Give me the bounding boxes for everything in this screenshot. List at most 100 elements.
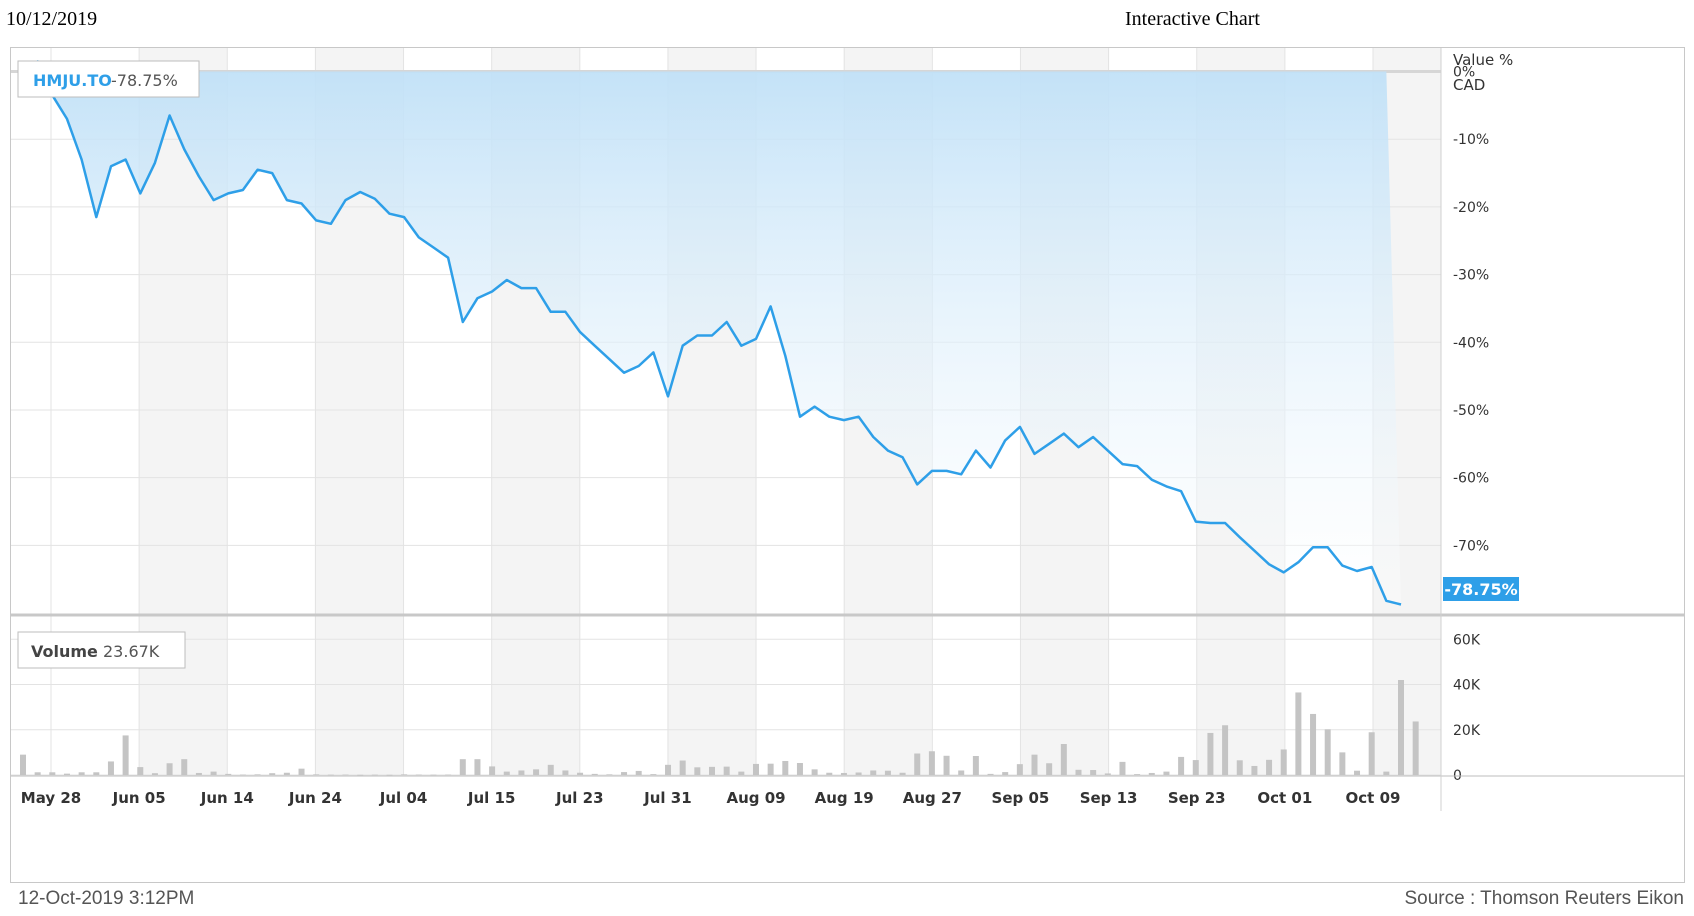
volume-bar[interactable] [1310,713,1317,775]
volume-bar[interactable] [533,769,540,775]
volume-bar[interactable] [415,774,422,776]
volume-bar[interactable] [78,772,85,775]
volume-bar[interactable] [1383,771,1390,775]
volume-bar[interactable] [782,760,789,775]
price-series[interactable] [22,60,1402,606]
volume-bar[interactable] [884,770,891,775]
volume-bar[interactable] [679,760,686,775]
interactive-chart[interactable]: May 28 Jun 05 Jun 14 Jun 24 Jul 04 Jul 15 Jul … [11,48,1684,882]
volume-bar[interactable] [943,755,950,775]
volume-bar[interactable] [1148,772,1155,775]
volume-bar[interactable] [1060,744,1067,775]
volume-bar[interactable] [474,759,481,775]
price-line[interactable] [22,60,1402,606]
volume-bar[interactable] [1104,773,1111,775]
volume-bar[interactable] [665,764,672,775]
volume-bar[interactable] [1134,774,1141,775]
volume-bar[interactable] [20,754,26,775]
volume-bar[interactable] [49,772,56,775]
volume-bar[interactable] [870,770,877,775]
volume-bar[interactable] [650,774,657,775]
volume-bar[interactable] [298,768,305,775]
volume-bar[interactable] [840,772,847,775]
volume-bar[interactable] [1295,692,1302,775]
volume-bar[interactable] [1178,756,1185,775]
volume-bar[interactable] [826,772,833,775]
volume-bar[interactable] [151,773,158,775]
price-legend[interactable]: HMJU.TO -78.75% [17,60,200,98]
volume-bar[interactable] [503,771,510,775]
volume-bar[interactable] [1192,760,1199,775]
volume-bar[interactable] [606,774,613,775]
volume-bar[interactable] [371,774,378,776]
volume-bar[interactable] [855,772,862,775]
volume-bar[interactable] [195,772,202,775]
volume-bar[interactable] [1119,761,1126,775]
volume-bar[interactable] [459,759,466,775]
volume-bar[interactable] [1398,680,1404,775]
volume-bar[interactable] [357,774,364,776]
volume-bar[interactable] [796,763,803,775]
volume-bar[interactable] [1090,770,1097,775]
volume-bar[interactable] [738,771,745,775]
volume-bar[interactable] [225,773,232,775]
volume-bar[interactable] [327,774,334,776]
volume-bar[interactable] [342,774,349,776]
volume-bar[interactable] [1339,752,1346,775]
volume-bar[interactable] [63,773,70,775]
volume-bar[interactable] [987,773,994,775]
volume-bar[interactable] [1222,725,1229,775]
volume-bar[interactable] [1412,721,1419,775]
volume-bar[interactable] [635,770,642,775]
volume-bar[interactable] [577,772,584,775]
volume-bar[interactable] [137,767,144,775]
volume-bar[interactable] [445,774,452,776]
volume-bar[interactable] [1046,763,1053,775]
volume-bar[interactable] [386,774,393,776]
volume-bar[interactable] [899,772,906,775]
volume-bar[interactable] [107,761,114,775]
volume-bar[interactable] [181,759,188,775]
volume-bar[interactable] [1368,732,1375,775]
volume-bar[interactable] [1016,764,1023,775]
volume-bar[interactable] [562,770,569,775]
volume-bar[interactable] [313,774,320,775]
volume-bar[interactable] [239,774,246,776]
volume-bar[interactable] [723,766,730,775]
volume-bar[interactable] [621,772,628,775]
volume-bar[interactable] [269,773,276,775]
volume-bar[interactable] [752,763,759,775]
volume-bar[interactable] [1207,732,1214,775]
volume-bar[interactable] [1236,760,1243,775]
volume-bar[interactable] [401,774,408,775]
volume-bar[interactable] [122,735,129,775]
volume-bar[interactable] [1324,729,1331,775]
volume-bar[interactable] [547,764,554,775]
volume-bar[interactable] [283,772,290,775]
volume-bar[interactable] [1280,749,1287,775]
volume-bar[interactable] [1251,765,1258,775]
volume-bar[interactable] [972,756,979,775]
volume-bar[interactable] [1266,759,1273,775]
volume-bar[interactable] [811,769,818,775]
volume-bar[interactable] [958,770,965,775]
volume-bar[interactable] [254,774,261,775]
volume-bar[interactable] [928,751,935,775]
volume-bar[interactable] [1354,770,1361,775]
volume-bar[interactable] [1031,754,1038,775]
volume-legend[interactable]: Volume 23.67K [17,631,186,669]
volume-bar[interactable] [694,767,701,775]
volume-bar[interactable] [430,774,437,776]
volume-bar[interactable] [210,771,217,775]
volume-bar[interactable] [767,763,774,775]
volume-bar[interactable] [166,763,173,775]
volume-series[interactable] [20,680,1419,776]
volume-bar[interactable] [518,770,525,775]
volume-bar[interactable] [1002,772,1009,775]
volume-bar[interactable] [1163,771,1170,775]
volume-bar[interactable] [591,773,598,775]
volume-bar[interactable] [709,766,715,775]
volume-bar[interactable] [34,772,41,775]
volume-bar[interactable] [1075,769,1082,775]
volume-bar[interactable] [914,753,921,775]
